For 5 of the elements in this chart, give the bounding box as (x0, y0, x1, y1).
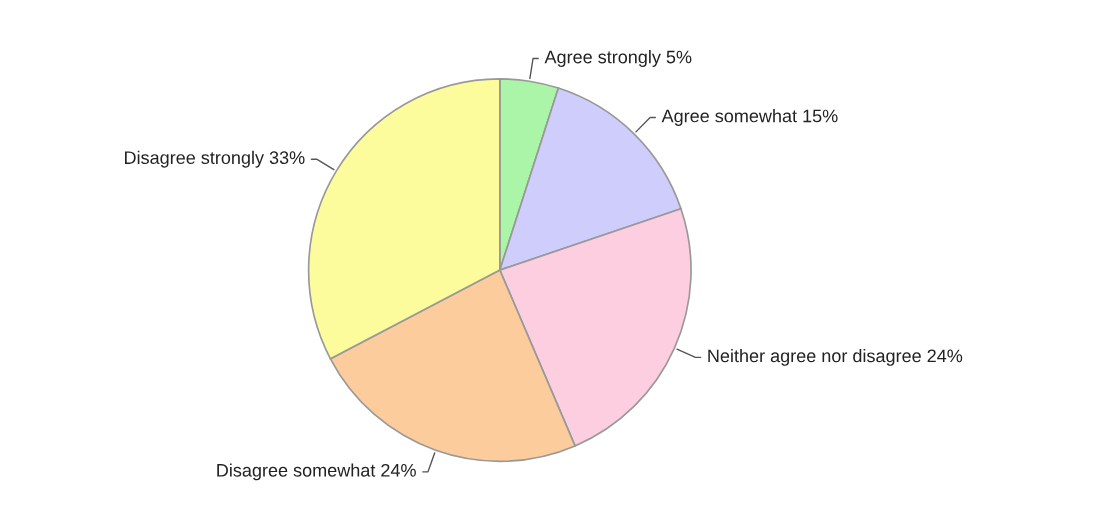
slice-label: Disagree somewhat 24% (217, 463, 416, 481)
slice-label: Agree somewhat 15% (661, 109, 838, 126)
slice-label: Disagree strongly 33% (125, 150, 305, 168)
slice-label: Agree strongly 5% (544, 50, 692, 67)
slice-label: Neither agree nor disagree 24% (708, 349, 963, 366)
